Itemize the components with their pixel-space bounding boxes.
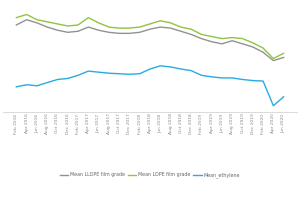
- Mean LDPE film grade: [230, 36, 234, 39]
- Mean LLDPE film grade: [86, 26, 90, 28]
- Mean LLDPE film grade: [230, 39, 234, 42]
- Mean LDPE film grade: [158, 20, 162, 22]
- Mean LDPE film grade: [251, 42, 255, 44]
- Mean LDPE film grade: [148, 23, 152, 25]
- Mean LDPE film grade: [45, 21, 49, 23]
- Mean LDPE film grade: [107, 26, 111, 28]
- Mean_ethylene: [25, 84, 28, 86]
- Mean LLDPE film grade: [107, 31, 111, 34]
- Mean LLDPE film grade: [158, 26, 162, 28]
- Mean LLDPE film grade: [148, 28, 152, 30]
- Mean LLDPE film grade: [261, 51, 265, 53]
- Mean LDPE film grade: [261, 47, 265, 49]
- Mean LLDPE film grade: [189, 33, 193, 36]
- Mean LLDPE film grade: [76, 30, 80, 32]
- Mean LLDPE film grade: [210, 41, 214, 43]
- Mean_ethylene: [241, 78, 244, 81]
- Mean LLDPE film grade: [169, 27, 172, 29]
- Mean LDPE film grade: [272, 57, 275, 60]
- Mean LLDPE film grade: [220, 43, 224, 45]
- Mean LDPE film grade: [56, 23, 59, 25]
- Mean_ethylene: [200, 74, 203, 77]
- Mean LDPE film grade: [128, 27, 131, 29]
- Mean LDPE film grade: [76, 24, 80, 26]
- Mean_ethylene: [117, 73, 121, 75]
- Mean_ethylene: [66, 77, 70, 80]
- Mean_ethylene: [169, 66, 172, 68]
- Mean_ethylene: [189, 69, 193, 72]
- Mean_ethylene: [128, 73, 131, 75]
- Mean LDPE film grade: [66, 25, 70, 27]
- Mean LLDPE film grade: [56, 29, 59, 31]
- Mean LLDPE film grade: [272, 59, 275, 62]
- Mean LLDPE film grade: [35, 22, 39, 24]
- Legend: Mean LLDPE film grade, Mean LDPE film grade, Mean_ethylene: Mean LLDPE film grade, Mean LDPE film gr…: [58, 171, 242, 180]
- Line: Mean_ethylene: Mean_ethylene: [16, 66, 283, 106]
- Mean LDPE film grade: [35, 19, 39, 21]
- Mean LLDPE film grade: [241, 43, 244, 45]
- Mean LDPE film grade: [220, 37, 224, 40]
- Line: Mean LDPE film grade: Mean LDPE film grade: [16, 14, 283, 59]
- Mean_ethylene: [251, 79, 255, 82]
- Mean LDPE film grade: [25, 13, 28, 16]
- Mean LLDPE film grade: [200, 37, 203, 40]
- Mean LDPE film grade: [117, 27, 121, 29]
- Mean LLDPE film grade: [117, 32, 121, 35]
- Mean_ethylene: [210, 76, 214, 78]
- Mean LLDPE film grade: [25, 19, 28, 21]
- Mean LLDPE film grade: [128, 32, 131, 35]
- Mean LDPE film grade: [138, 26, 142, 28]
- Mean LDPE film grade: [97, 22, 101, 24]
- Mean_ethylene: [261, 80, 265, 82]
- Line: Mean LLDPE film grade: Mean LLDPE film grade: [16, 20, 283, 61]
- Mean_ethylene: [97, 71, 101, 73]
- Mean_ethylene: [179, 68, 183, 70]
- Mean LDPE film grade: [282, 52, 285, 54]
- Mean LDPE film grade: [169, 22, 172, 24]
- Mean_ethylene: [272, 105, 275, 107]
- Mean LLDPE film grade: [179, 30, 183, 32]
- Mean LDPE film grade: [200, 33, 203, 36]
- Mean LLDPE film grade: [66, 31, 70, 34]
- Mean LDPE film grade: [241, 37, 244, 40]
- Mean LLDPE film grade: [45, 26, 49, 28]
- Mean_ethylene: [158, 65, 162, 67]
- Mean_ethylene: [76, 74, 80, 77]
- Mean_ethylene: [220, 77, 224, 79]
- Mean LLDPE film grade: [282, 56, 285, 59]
- Mean_ethylene: [148, 68, 152, 70]
- Mean LLDPE film grade: [251, 46, 255, 48]
- Mean LDPE film grade: [210, 35, 214, 38]
- Mean_ethylene: [86, 70, 90, 72]
- Mean_ethylene: [230, 77, 234, 79]
- Mean LLDPE film grade: [97, 29, 101, 31]
- Mean_ethylene: [35, 85, 39, 87]
- Mean LDPE film grade: [179, 26, 183, 28]
- Mean_ethylene: [15, 86, 18, 88]
- Mean LLDPE film grade: [15, 24, 18, 26]
- Mean_ethylene: [138, 73, 142, 75]
- Mean LDPE film grade: [189, 28, 193, 30]
- Mean_ethylene: [107, 72, 111, 74]
- Mean_ethylene: [282, 96, 285, 98]
- Mean LDPE film grade: [86, 16, 90, 19]
- Mean_ethylene: [56, 78, 59, 81]
- Mean LDPE film grade: [15, 16, 18, 19]
- Mean_ethylene: [45, 81, 49, 84]
- Mean LLDPE film grade: [138, 31, 142, 34]
